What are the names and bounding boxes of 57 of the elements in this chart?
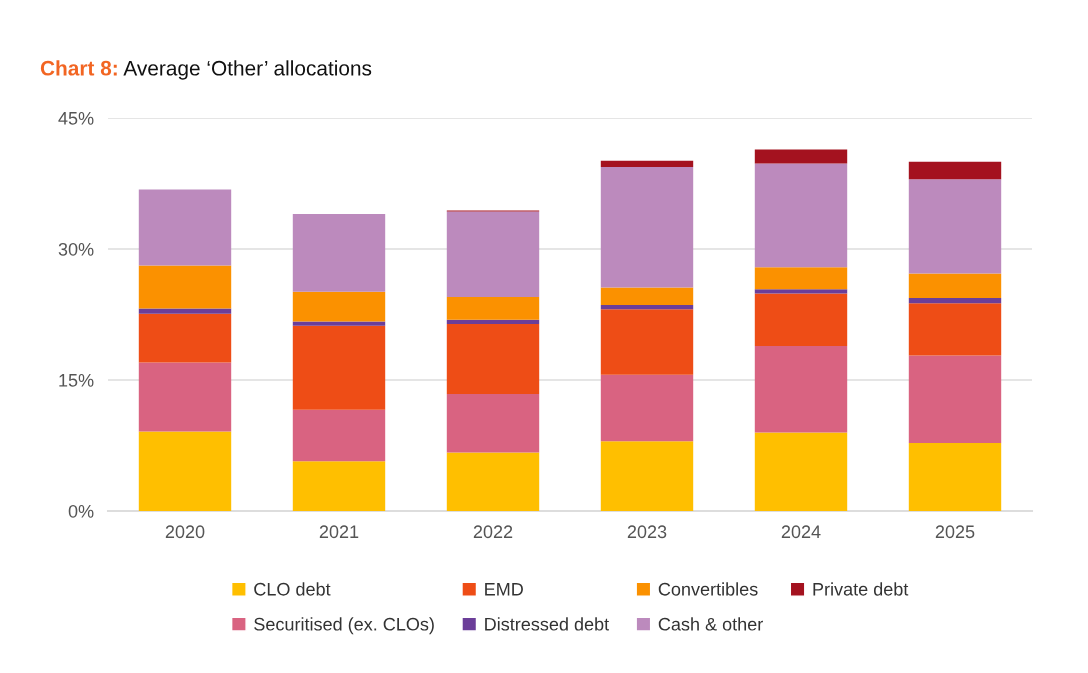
bar bbox=[754, 163, 848, 268]
bar bbox=[754, 267, 848, 290]
bar bbox=[600, 304, 694, 310]
bar bbox=[292, 214, 386, 292]
legend-label: Securitised (ex. CLOs) bbox=[254, 617, 434, 635]
chart-title: Chart 8: Average ‘Other’ allocations bbox=[40, 60, 372, 80]
bar bbox=[600, 441, 694, 511]
legend-label: Private debt bbox=[813, 582, 909, 596]
bar bbox=[292, 409, 386, 462]
bar bbox=[754, 293, 848, 346]
y-tick-label: 30% bbox=[58, 242, 94, 256]
bar bbox=[600, 287, 694, 305]
bar bbox=[754, 432, 848, 511]
bar bbox=[446, 319, 540, 325]
bar bbox=[908, 442, 1002, 511]
legend-label: Convertibles bbox=[658, 582, 758, 596]
bar bbox=[292, 291, 386, 322]
bar bbox=[600, 160, 694, 167]
bar bbox=[908, 273, 1002, 298]
bar bbox=[138, 313, 232, 363]
bar bbox=[446, 297, 540, 320]
legend-label: Distressed debt bbox=[485, 617, 609, 631]
y-tick-label: 0% bbox=[68, 504, 94, 518]
legend-label: Cash & other bbox=[658, 617, 763, 631]
bar bbox=[292, 321, 386, 326]
bar bbox=[908, 179, 1002, 274]
y-tick-label: 15% bbox=[59, 374, 94, 387]
bar bbox=[600, 166, 694, 288]
bar bbox=[600, 309, 694, 375]
bar bbox=[754, 345, 848, 433]
x-tick-label: 2024 bbox=[781, 525, 821, 539]
bar bbox=[754, 149, 848, 164]
x-tick-label: 2023 bbox=[627, 525, 667, 539]
x-tick-label: 2021 bbox=[319, 525, 359, 539]
bar bbox=[446, 211, 540, 298]
bar bbox=[446, 393, 540, 453]
legend-label: EMD bbox=[485, 583, 523, 596]
bar bbox=[138, 189, 232, 266]
bar bbox=[908, 161, 1002, 180]
bar bbox=[138, 265, 232, 309]
bar bbox=[754, 289, 848, 294]
x-tick-label: 2022 bbox=[473, 525, 513, 539]
legend-label: CLO debt bbox=[254, 582, 331, 596]
bar bbox=[908, 355, 1002, 443]
bar bbox=[138, 308, 232, 314]
y-tick-label: 45% bbox=[58, 112, 94, 125]
bar bbox=[908, 303, 1002, 356]
bar bbox=[138, 362, 232, 432]
x-tick-label: 2020 bbox=[165, 525, 205, 539]
bar bbox=[292, 461, 386, 511]
bar bbox=[138, 431, 232, 511]
bar bbox=[446, 452, 540, 511]
bar bbox=[292, 325, 386, 410]
bar bbox=[908, 297, 1002, 304]
bar bbox=[600, 374, 694, 442]
bar bbox=[446, 324, 540, 394]
x-tick-label: 2025 bbox=[935, 525, 975, 539]
